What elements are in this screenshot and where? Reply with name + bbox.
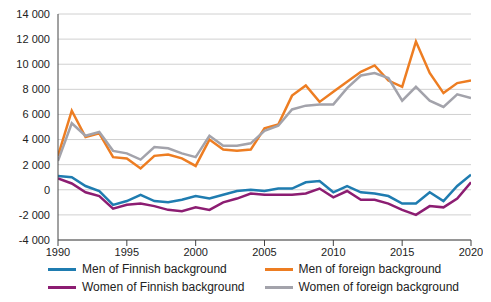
svg-text:2 000: 2 000: [22, 159, 50, 171]
svg-text:14 000: 14 000: [16, 8, 50, 20]
svg-text:6 000: 6 000: [22, 108, 50, 120]
svg-text:2020: 2020: [459, 246, 483, 258]
svg-text:-4 000: -4 000: [19, 234, 50, 246]
svg-text:1990: 1990: [46, 246, 70, 258]
svg-text:1995: 1995: [115, 246, 139, 258]
svg-text:0: 0: [44, 184, 50, 196]
svg-text:2015: 2015: [390, 246, 414, 258]
svg-text:12 000: 12 000: [16, 33, 50, 45]
svg-text:2005: 2005: [252, 246, 276, 258]
html-text:Men of foreign background: Men of foreign background: [298, 262, 442, 276]
svg-text:2000: 2000: [183, 246, 207, 258]
svg-text:-2 000: -2 000: [19, 209, 50, 221]
html-text:Women of foreign background: Women of foreign background: [298, 280, 459, 294]
svg-text:10 000: 10 000: [16, 58, 50, 70]
html-text:Men of Finnish background: Men of Finnish background: [82, 262, 227, 276]
svg-text:4 000: 4 000: [22, 133, 50, 145]
svg-text:8 000: 8 000: [22, 83, 50, 95]
html-text:Women of Finnish background: Women of Finnish background: [82, 280, 245, 294]
svg-text:2010: 2010: [321, 246, 345, 258]
